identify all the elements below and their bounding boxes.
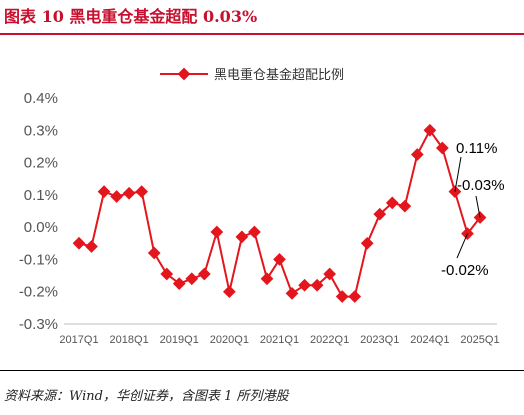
y-tick-label: 0.2% — [24, 155, 58, 172]
data-label-leader — [457, 234, 467, 258]
data-point — [348, 290, 361, 303]
x-tick-label: 2024Q1 — [410, 334, 449, 346]
legend-label: 黑电重仓基金超配比例 — [214, 67, 344, 83]
data-label: -0.03% — [457, 177, 505, 194]
y-tick-label: 0.0% — [24, 219, 58, 236]
x-axis-ticks: 2017Q1 2018Q1 2019Q1 2020Q1 2021Q1 2022Q1 2023… — [59, 334, 499, 346]
series-line — [73, 124, 487, 303]
x-tick-label: 2018Q1 — [110, 334, 149, 346]
data-point — [298, 279, 311, 292]
x-tick-label: 2025Q1 — [460, 334, 499, 346]
x-tick-label: 2020Q1 — [210, 334, 249, 346]
data-point — [198, 268, 211, 281]
data-point — [261, 272, 274, 285]
data-point — [361, 237, 374, 250]
x-tick-label: 2017Q1 — [59, 334, 98, 346]
data-point — [436, 142, 449, 155]
data-point — [123, 187, 136, 200]
source-note: 资料来源：Wind，华创证券，含图表 1 所列港股 — [4, 385, 289, 404]
y-tick-label: -0.3% — [19, 316, 58, 333]
data-labels: 0.11% -0.03% -0.02% — [441, 140, 505, 279]
legend-marker-swatch — [178, 68, 191, 81]
legend: 黑电重仓基金超配比例 — [160, 67, 344, 83]
y-tick-label: 0.4% — [24, 90, 58, 107]
y-axis-ticks: 0.4% 0.3% 0.2% 0.1% 0.0% -0.1% -0.2% -0.3% — [19, 90, 58, 333]
data-point — [185, 272, 198, 285]
data-point — [248, 226, 261, 239]
data-label: 0.11% — [456, 140, 497, 157]
data-point — [148, 247, 161, 260]
data-label: -0.02% — [441, 262, 489, 279]
data-point — [73, 237, 86, 250]
data-point — [85, 240, 98, 253]
data-point — [286, 287, 299, 300]
data-point — [411, 148, 424, 161]
data-point — [223, 285, 236, 298]
data-point — [98, 185, 111, 198]
data-point — [236, 230, 249, 243]
data-point — [424, 124, 437, 137]
x-tick-label: 2023Q1 — [360, 334, 399, 346]
data-point — [210, 226, 223, 239]
data-point — [273, 253, 286, 266]
data-point — [110, 190, 123, 203]
x-tick-label: 2022Q1 — [310, 334, 349, 346]
y-tick-label: -0.1% — [19, 251, 58, 268]
y-tick-label: 0.3% — [24, 122, 58, 139]
x-tick-label: 2021Q1 — [260, 334, 299, 346]
x-tick-label: 2019Q1 — [160, 334, 199, 346]
data-point — [135, 185, 148, 198]
source-divider — [0, 370, 524, 371]
y-tick-label: -0.2% — [19, 284, 58, 301]
y-tick-label: 0.1% — [24, 187, 58, 204]
data-point — [336, 290, 349, 303]
data-point — [398, 200, 411, 213]
